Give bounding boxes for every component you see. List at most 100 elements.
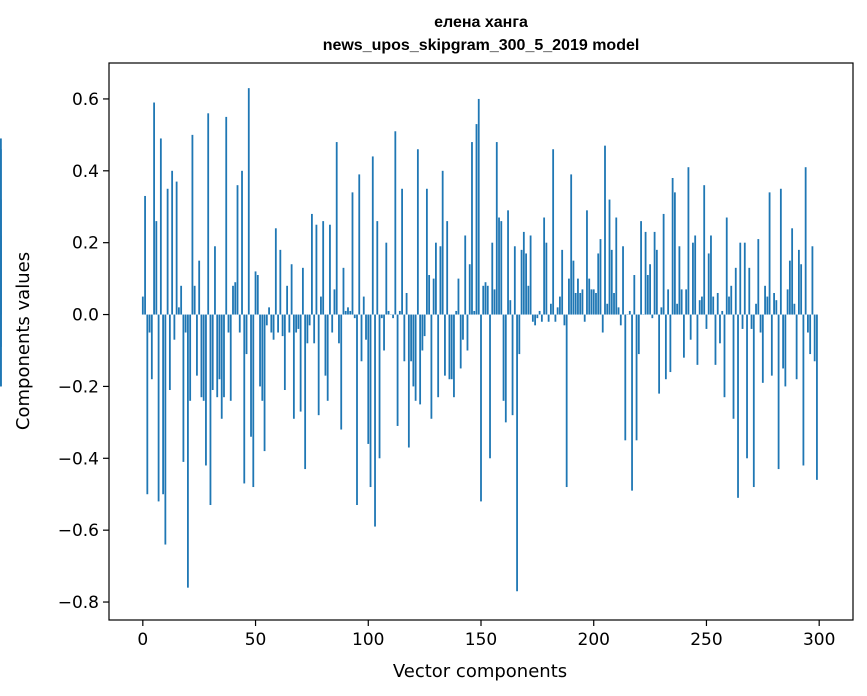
bar — [651, 314, 654, 319]
bar — [667, 289, 670, 315]
bar — [540, 314, 543, 322]
bar — [360, 314, 363, 362]
y-tick-label: 0.4 — [72, 162, 99, 182]
bar — [268, 307, 270, 315]
bar — [385, 242, 388, 315]
bar — [660, 307, 663, 315]
bar — [489, 314, 491, 459]
bar — [247, 88, 250, 315]
bar — [335, 142, 338, 315]
bar — [306, 314, 309, 344]
bar — [786, 289, 789, 315]
bar — [320, 296, 322, 315]
bar — [804, 167, 807, 315]
bar — [232, 285, 234, 315]
bar — [768, 192, 771, 315]
bar — [141, 296, 144, 315]
bar — [326, 314, 329, 401]
bar — [793, 303, 796, 315]
bar — [421, 314, 424, 351]
x-tick-label: 0 — [137, 630, 148, 650]
bar — [730, 285, 733, 315]
bar — [288, 314, 291, 333]
bar — [227, 314, 230, 333]
bar — [0, 138, 2, 315]
bar — [416, 149, 419, 315]
bar — [595, 292, 597, 315]
bar — [304, 314, 307, 470]
bar — [714, 314, 717, 365]
bar — [574, 292, 577, 315]
bar — [741, 314, 744, 329]
y-tick-label: −0.6 — [58, 521, 99, 541]
bar — [608, 199, 611, 315]
x-tick-label: 200 — [578, 630, 610, 650]
bar — [396, 314, 399, 426]
y-tick-label: 0.0 — [72, 306, 99, 326]
bar — [189, 314, 192, 401]
bar — [761, 314, 764, 383]
bar — [655, 249, 658, 315]
bar — [570, 174, 573, 315]
bar — [425, 188, 428, 315]
bar — [274, 228, 277, 315]
bar — [504, 314, 507, 423]
bar — [466, 314, 469, 351]
y-axis-label: Components values — [13, 252, 34, 430]
bar — [315, 224, 318, 315]
x-tick-label: 100 — [352, 630, 384, 650]
bar — [162, 314, 165, 495]
bar — [604, 145, 606, 315]
bar — [317, 314, 320, 416]
bar — [619, 314, 622, 326]
bar — [739, 242, 742, 315]
bar — [437, 314, 440, 398]
y-axis-ticks: −0.8 −0.6 −0.4 −0.2 0.0 0.2 0.4 0.6 — [58, 90, 109, 613]
bar — [340, 314, 343, 430]
bar — [263, 314, 266, 452]
bar — [624, 314, 627, 441]
bar — [290, 264, 293, 315]
y-tick-label: 0.6 — [72, 90, 99, 110]
bar — [572, 260, 575, 315]
bar — [446, 221, 449, 315]
bar — [459, 314, 462, 369]
bar — [283, 314, 286, 391]
bar — [0, 314, 2, 347]
bar — [286, 285, 289, 315]
bar — [297, 314, 300, 329]
bar — [392, 314, 394, 319]
bar — [153, 102, 155, 315]
bar-series — [0, 88, 818, 592]
chart-subtitle: news_upos_skipgram_300_5_2019 model — [323, 37, 640, 54]
bar — [218, 314, 221, 380]
x-tick-label: 50 — [245, 630, 267, 650]
bar — [444, 314, 446, 376]
bar — [775, 300, 778, 315]
bar — [687, 167, 690, 315]
bar — [243, 314, 246, 484]
bar — [502, 314, 505, 401]
bar — [180, 285, 183, 315]
bar — [295, 314, 298, 333]
bar — [198, 260, 201, 315]
bar — [376, 221, 379, 315]
bar — [669, 314, 672, 373]
bar — [254, 271, 257, 315]
bar — [236, 185, 239, 315]
bar — [277, 314, 279, 333]
bar — [807, 314, 809, 333]
bar — [743, 242, 746, 315]
bar — [265, 314, 268, 326]
bar — [509, 300, 512, 315]
bar — [658, 314, 661, 394]
bar — [148, 314, 151, 333]
bar — [705, 314, 708, 329]
bar — [649, 264, 651, 315]
bar — [455, 310, 458, 315]
bar — [748, 267, 751, 315]
bar — [617, 307, 620, 315]
bar — [628, 310, 631, 315]
bar — [640, 221, 642, 315]
